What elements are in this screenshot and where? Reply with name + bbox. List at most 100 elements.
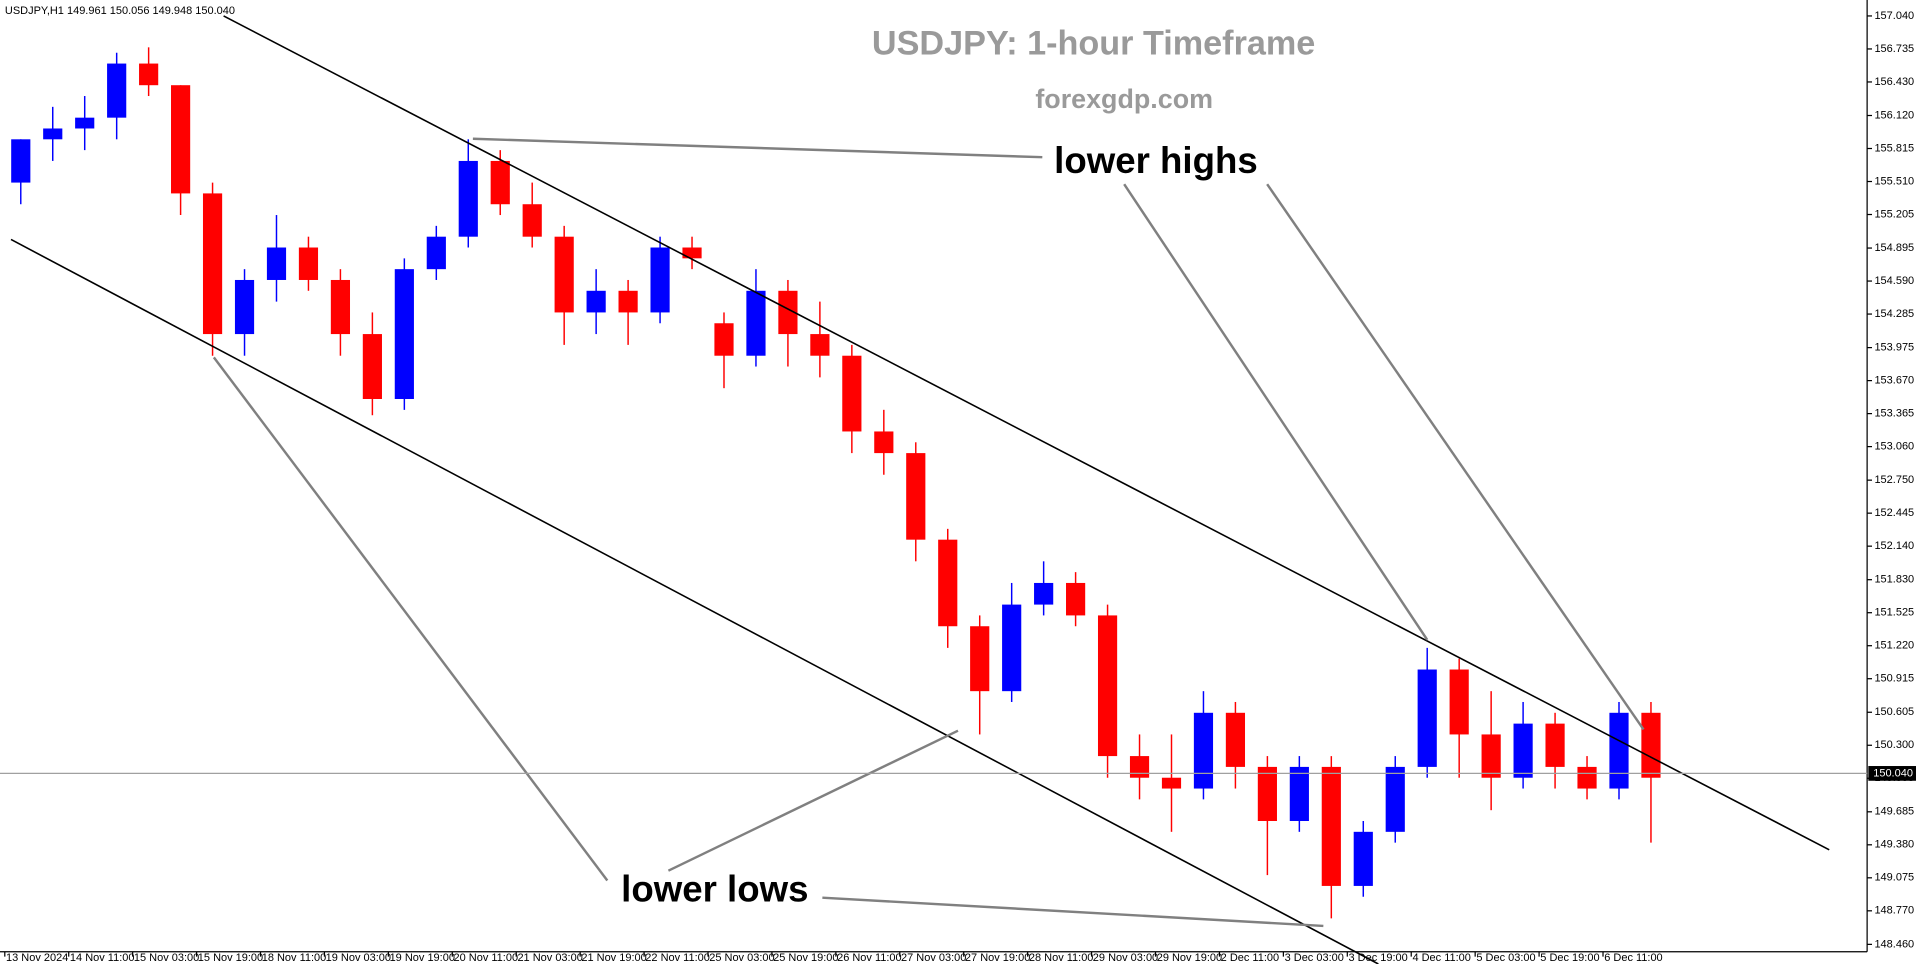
x-tick-label: 15 Nov 03:00 xyxy=(134,952,199,964)
candle-body xyxy=(1577,766,1597,789)
y-tick-label: 155.815 xyxy=(1874,142,1914,154)
x-tick-label: 19 Nov 03:00 xyxy=(326,952,391,964)
y-tick-label: 151.220 xyxy=(1874,640,1914,652)
y-tick-label: 150.605 xyxy=(1874,706,1914,718)
pointer xyxy=(1123,183,1429,641)
candle-body xyxy=(554,236,574,313)
y-tick-label: 148.460 xyxy=(1874,938,1914,950)
candle-body xyxy=(11,139,31,183)
candle-body xyxy=(139,63,159,86)
annotation: lower highs xyxy=(1054,140,1258,181)
x-tick-label: 21 Nov 03:00 xyxy=(517,952,582,964)
y-tick-label: 153.060 xyxy=(1874,441,1914,453)
pointer xyxy=(822,896,1324,928)
x-tick-label: 29 Nov 19:00 xyxy=(1157,952,1222,964)
y-tick-label: 151.830 xyxy=(1874,574,1914,586)
candle-body xyxy=(1257,766,1277,822)
candle-body xyxy=(1449,669,1469,735)
x-tick-label: 29 Nov 03:00 xyxy=(1093,952,1158,964)
y-tick-label: 156.430 xyxy=(1874,76,1914,88)
pointer xyxy=(667,729,959,872)
y-tick-label: 151.525 xyxy=(1874,607,1914,619)
y-tick-label: 150.915 xyxy=(1874,673,1914,685)
y-tick-label: 156.120 xyxy=(1874,109,1914,121)
candle-body xyxy=(714,323,734,356)
candle-body xyxy=(234,279,255,335)
y-tick-label: 153.670 xyxy=(1874,374,1914,386)
candle-body xyxy=(1129,756,1150,778)
candle-body xyxy=(874,431,894,454)
candle-body xyxy=(970,626,990,692)
x-tick-label: 25 Nov 19:00 xyxy=(773,952,838,964)
candle-body xyxy=(330,279,351,335)
candle-body xyxy=(362,334,382,400)
candle-body xyxy=(1161,777,1182,789)
candle-body xyxy=(202,193,223,335)
candle-body xyxy=(1353,831,1373,886)
y-tick-label: 155.205 xyxy=(1874,208,1914,220)
candle-body xyxy=(107,63,127,118)
candle-body xyxy=(1066,582,1086,616)
x-tick-label: 21 Nov 19:00 xyxy=(581,952,646,964)
candle-body xyxy=(1193,712,1214,789)
x-tick-label: 5 Dec 03:00 xyxy=(1476,952,1535,964)
pointer xyxy=(1266,183,1645,731)
x-tick-label: 3 Dec 03:00 xyxy=(1285,952,1344,964)
candle-body xyxy=(778,290,798,335)
current-price-box xyxy=(1868,766,1916,781)
y-tick-label: 157.040 xyxy=(1874,10,1914,22)
x-tick-label: 5 Dec 19:00 xyxy=(1540,952,1599,964)
y-tick-label: 149.685 xyxy=(1874,806,1914,818)
candle-body xyxy=(266,247,287,280)
x-tick-label: 3 Dec 19:00 xyxy=(1349,952,1408,964)
x-tick-label: 6 Dec 11:00 xyxy=(1604,952,1662,964)
channel-upper xyxy=(223,15,1830,851)
current-price-label: 150.040 xyxy=(1873,767,1913,779)
candle-body xyxy=(394,269,414,400)
y-tick-label: 156.735 xyxy=(1874,43,1914,55)
candle-body xyxy=(586,290,606,313)
chart-subtitle: forexgdp.com xyxy=(1035,84,1213,114)
y-tick-label: 152.750 xyxy=(1874,474,1914,486)
candle-body xyxy=(618,290,638,313)
candle-body xyxy=(298,247,319,280)
y-tick-label: 150.300 xyxy=(1874,739,1914,751)
x-tick-label: 25 Nov 03:00 xyxy=(709,952,774,964)
candle-body xyxy=(75,117,95,129)
candle-body xyxy=(810,334,830,356)
x-tick-label: 27 Nov 19:00 xyxy=(965,952,1030,964)
candle-body xyxy=(1034,582,1054,605)
x-tick-label: 20 Nov 11:00 xyxy=(454,952,519,964)
symbol-info: USDJPY,H1 149.961 150.056 149.948 150.04… xyxy=(5,5,235,17)
plot-layer: 157.040 156.735 156.430 156.120 155.815 155.5… xyxy=(4,10,1914,964)
candle-body xyxy=(1481,734,1501,778)
y-tick-label: 152.140 xyxy=(1874,540,1914,552)
y-tick-label: 149.075 xyxy=(1874,872,1914,884)
y-tick-label: 154.895 xyxy=(1874,242,1914,254)
candle-body xyxy=(490,160,510,205)
candle-body xyxy=(1321,766,1341,886)
candle-body xyxy=(938,539,958,627)
x-tick-label: 28 Nov 11:00 xyxy=(1029,952,1094,964)
x-tick-label: 14 Nov 11:00 xyxy=(70,952,135,964)
candle-body xyxy=(426,236,446,270)
y-tick-label: 154.285 xyxy=(1874,308,1914,320)
candle-body xyxy=(1097,615,1118,757)
candle-body xyxy=(842,355,862,432)
x-tick-label: 19 Nov 19:00 xyxy=(390,952,455,964)
channel-lower xyxy=(10,238,1379,964)
y-tick-label: 153.975 xyxy=(1874,341,1914,353)
candle-body xyxy=(1545,723,1565,767)
candle-body xyxy=(458,160,478,237)
candle-body xyxy=(43,128,63,140)
x-tick-label: 18 Nov 11:00 xyxy=(262,952,327,964)
candle-body xyxy=(1513,723,1533,778)
x-tick-label: 27 Nov 03:00 xyxy=(901,952,966,964)
y-tick-label: 148.770 xyxy=(1874,905,1914,917)
candle-body xyxy=(1641,712,1661,778)
y-tick-label: 153.365 xyxy=(1874,407,1914,419)
candle-body xyxy=(682,247,702,259)
